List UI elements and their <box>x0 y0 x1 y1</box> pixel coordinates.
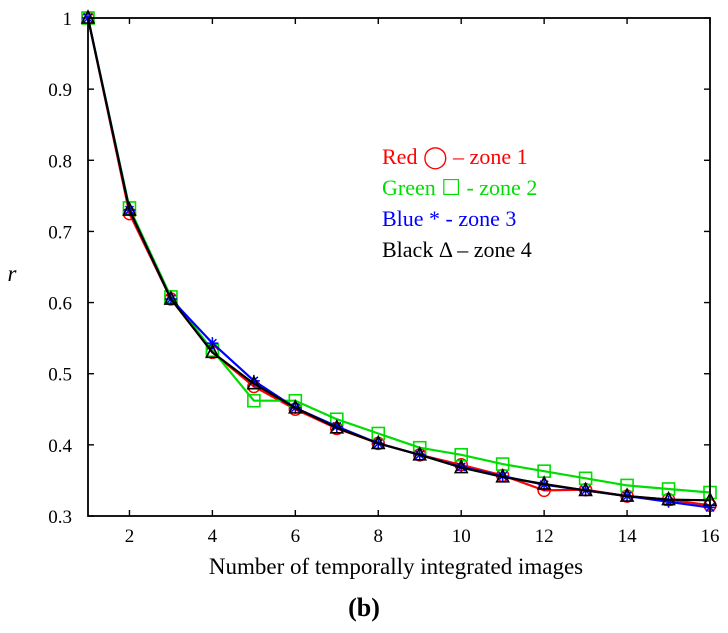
data-point-triangle <box>370 434 386 450</box>
series-3 <box>82 12 716 514</box>
plot-frame <box>87 17 711 517</box>
x-tick-label: 6 <box>291 526 301 547</box>
legend-entry: Blue * - zone 3 <box>382 206 516 231</box>
star-stroke <box>332 421 342 431</box>
data-point-triangle <box>619 487 635 502</box>
figure-caption: (b) <box>348 593 380 622</box>
legend: Red ◯ – zone 1 Green ☐ - zone 2 Blue * - z… <box>382 144 537 262</box>
data-point-triangle <box>495 468 510 483</box>
y-tick-label: 0.7 <box>48 222 72 243</box>
data-point-triangle <box>163 290 179 305</box>
x-tick-label: 4 <box>208 526 218 547</box>
x-axis-label: Number of temporally integrated images <box>209 554 583 579</box>
data-point-triangle <box>246 374 262 390</box>
legend-entry: Black Δ – zone 4 <box>382 237 532 262</box>
series-line <box>86 17 711 502</box>
x-tick-label: 2 <box>125 526 135 547</box>
data-point-triangle <box>288 399 303 414</box>
x-tick-label: 8 <box>374 526 384 547</box>
x-tick-label: 12 <box>535 526 554 547</box>
y-tick-label: 0.5 <box>48 365 72 386</box>
series-line <box>86 17 711 509</box>
tick-layer: 0.30.40.50.60.70.80.912 4 6 8 10 12 14 16 <box>48 9 719 547</box>
data-point-triangle <box>578 481 593 497</box>
data-point-triangle <box>412 446 428 461</box>
y-axis-label: r <box>8 261 18 286</box>
y-tick-label: 0.4 <box>48 436 72 457</box>
data-point-triangle <box>453 458 469 474</box>
data-point-triangle <box>122 201 137 216</box>
x-tick-label: 14 <box>618 526 638 547</box>
data-point-triangle <box>205 343 220 359</box>
data-point-triangle <box>536 475 552 490</box>
legend-entry: Red ◯ – zone 1 <box>382 144 528 170</box>
legend-entry: Green ☐ - zone 2 <box>382 175 537 200</box>
y-tick-label: 1 <box>63 9 73 30</box>
data-point-triangle <box>329 418 345 434</box>
series-layer <box>80 9 718 514</box>
series-line <box>86 17 711 494</box>
data-point-square <box>661 482 676 496</box>
data-point-square <box>247 393 261 408</box>
y-tick-label: 0.3 <box>48 507 72 528</box>
x-tick-label: 16 <box>701 526 720 547</box>
y-tick-label: 0.8 <box>48 151 72 172</box>
y-axis-title: r <box>8 261 18 286</box>
y-tick-label: 0.6 <box>48 294 72 315</box>
star-stroke <box>207 338 217 348</box>
y-tick-label: 0.9 <box>48 80 72 101</box>
data-point-triangle <box>661 490 676 506</box>
x-tick-label: 10 <box>452 526 471 547</box>
